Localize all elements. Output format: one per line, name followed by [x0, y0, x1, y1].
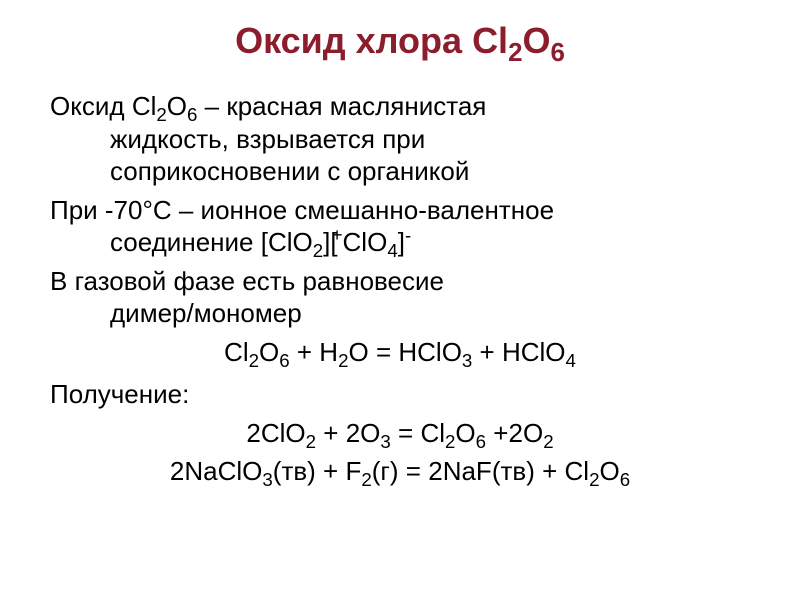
paragraph-1: Оксид Cl2O6 – красная маслянистая жидкос…: [50, 90, 750, 188]
p2-ion-a: ClO2: [268, 227, 323, 257]
equation-2: 2ClO2 + 2O3 = Cl2O6 +2O2: [50, 417, 750, 450]
p1-formula: Cl2O6: [132, 91, 198, 121]
synthesis-label: Получение:: [50, 378, 750, 411]
p3-line2: димер/мономер: [50, 297, 750, 330]
p2-line2: соединение [ClO2][+ClO4]-: [50, 226, 750, 259]
slide-body: Оксид Cl2O6 – красная маслянистая жидкос…: [50, 90, 750, 488]
p2-line1: При -70°С – ионное смешанно-валентное: [50, 194, 750, 227]
paragraph-3: В газовой фазе есть равновесие димер/мон…: [50, 265, 750, 330]
slide-title: Оксид хлора Cl2O6: [50, 20, 750, 62]
title-text-prefix: Оксид хлора: [235, 20, 472, 61]
equation-1: Cl2O6 + H2O = HClO3 + HClO4: [50, 336, 750, 369]
p1-line1: Оксид Cl2O6 – красная маслянистая: [50, 90, 750, 123]
paragraph-2: При -70°С – ионное смешанно-валентное со…: [50, 194, 750, 259]
p1-line2: жидкость, взрывается при: [50, 123, 750, 156]
p1-line3: соприкосновении с органикой: [50, 155, 750, 188]
p3-line1: В газовой фазе есть равновесие: [50, 265, 750, 298]
equation-3: 2NaClO3(тв) + F2(г) = 2NaF(тв) + Cl2O6: [50, 455, 750, 488]
p2-ion-b: ClO4: [343, 227, 398, 257]
title-formula: Cl2O6: [472, 20, 565, 61]
